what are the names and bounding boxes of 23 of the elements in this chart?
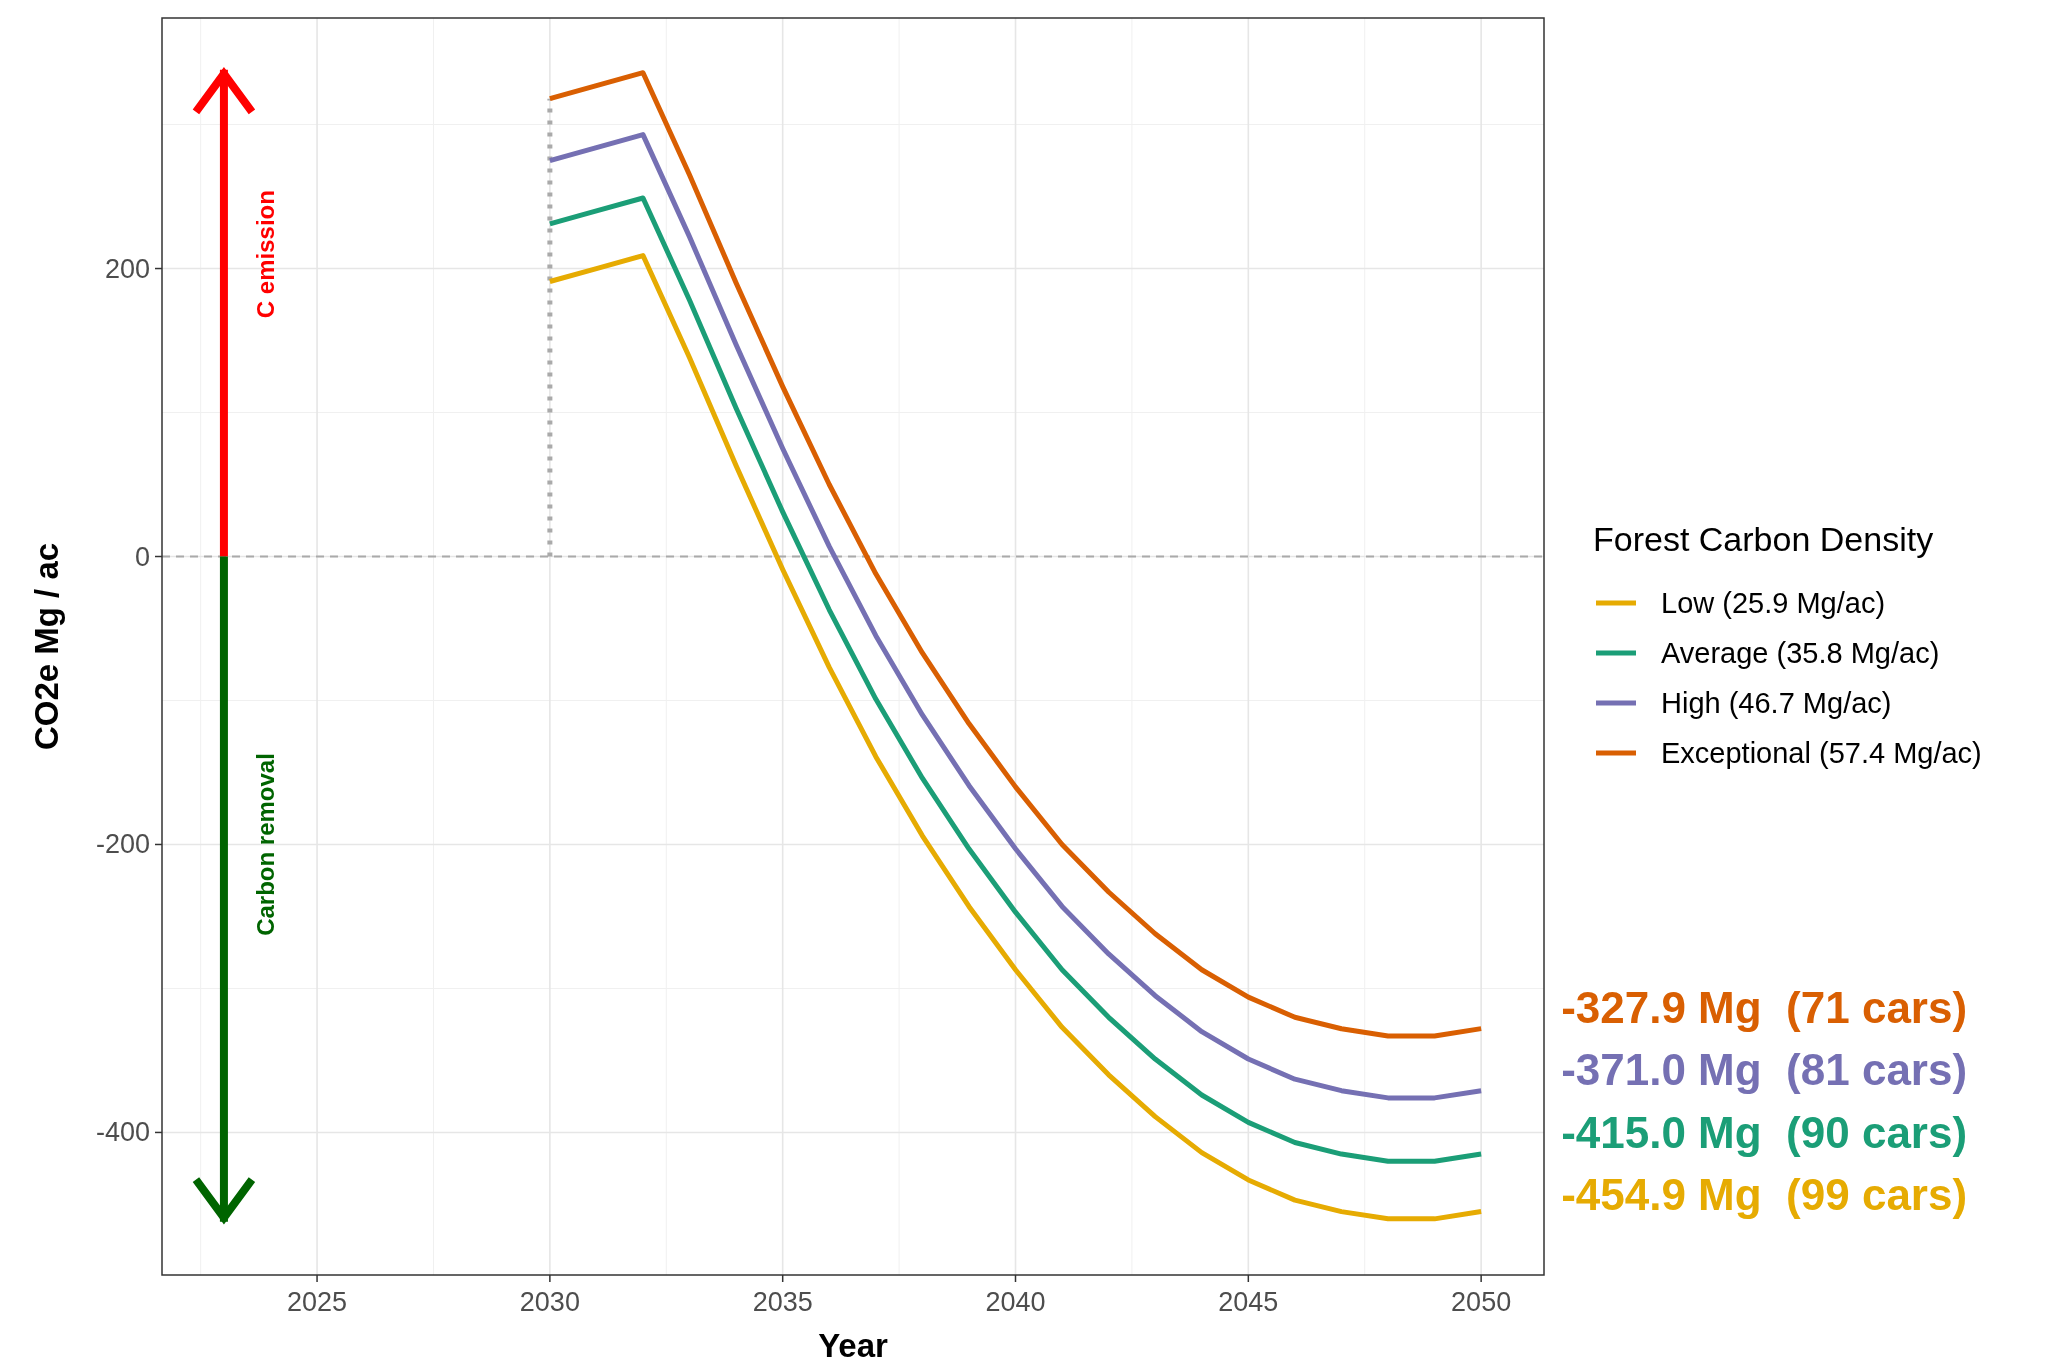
x-tick-label: 2040 [985, 1287, 1046, 1317]
legend-label: Average (35.8 Mg/ac) [1661, 637, 1940, 669]
x-tick-label: 2050 [1451, 1287, 1512, 1317]
annotation: Carbon removal [251, 753, 279, 936]
legend-label: Exceptional (57.4 Mg/ac) [1661, 737, 1982, 769]
text: -327.9 Mg (71 cars) [1561, 982, 1968, 1032]
y-tick-label: 200 [104, 253, 150, 284]
y-tick-label: -400 [95, 1117, 150, 1148]
legend-label: High (46.7 Mg/ac) [1661, 687, 1892, 719]
text: -454.9 Mg (99 cars) [1561, 1170, 1968, 1220]
text: -371.0 Mg (81 cars) [1561, 1044, 1968, 1094]
x-tick-label: 2030 [519, 1287, 580, 1317]
legend-title: Forest Carbon Density [1593, 520, 1934, 558]
legend-label: Low (25.9 Mg/ac) [1661, 587, 1886, 619]
y-tick-label: -200 [95, 829, 150, 860]
annotation: C emission [251, 190, 279, 319]
x-axis-title: Year [818, 1327, 889, 1361]
x-tick-label: 2035 [752, 1287, 813, 1317]
x-tick-label: 2025 [287, 1287, 348, 1317]
x-tick-label: 2045 [1218, 1287, 1279, 1317]
text: -415.0 Mg (90 cars) [1561, 1108, 1968, 1158]
y-tick-label: 0 [134, 541, 150, 572]
y-axis-title: CO2e Mg / ac [28, 542, 65, 751]
